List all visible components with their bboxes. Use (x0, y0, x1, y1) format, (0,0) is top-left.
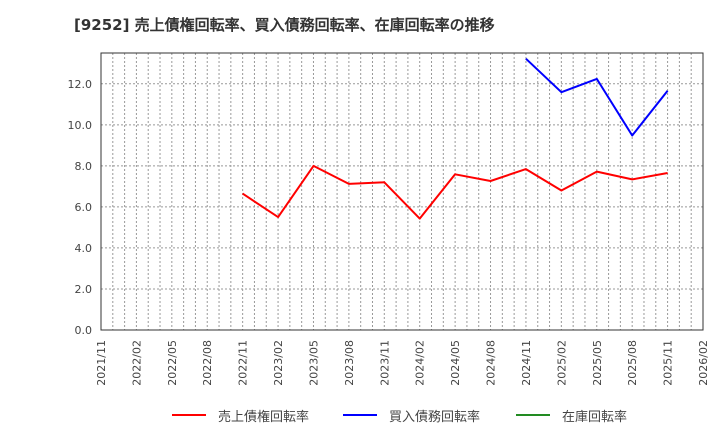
x-axis-ticks: 2021/11 2022/02 2022/05 2022/08 2022/11 2023/… (95, 340, 710, 386)
x-tick-label: 2024/11 (520, 340, 533, 386)
x-tick-label: 2022/02 (130, 340, 143, 386)
legend-item-receivables-turnover: 売上債権回転率 (172, 404, 309, 426)
x-tick-label: 2025/02 (555, 340, 568, 386)
y-axis-ticks: 0.0 2.0 4.0 6.0 8.0 10.0 12.0 (68, 78, 93, 337)
chart-title: [9252] 売上債権回転率、買入債務回転率、在庫回転率の推移 (74, 16, 495, 34)
x-tick-label: 2023/08 (343, 340, 356, 386)
y-tick-label: 2.0 (75, 283, 93, 296)
y-tick-label: 10.0 (68, 119, 93, 132)
legend-label: 在庫回転率 (562, 409, 628, 425)
y-tick-label: 6.0 (75, 201, 93, 214)
x-tick-label: 2024/05 (449, 340, 462, 386)
y-tick-label: 8.0 (75, 160, 93, 173)
legend-swatch-green (516, 414, 550, 416)
x-tick-label: 2023/05 (307, 340, 320, 386)
x-tick-label: 2022/11 (237, 340, 250, 386)
x-tick-label: 2023/02 (272, 340, 285, 386)
x-tick-label: 2025/05 (591, 340, 604, 386)
grid-lines (101, 53, 703, 330)
x-tick-label: 2022/05 (166, 340, 179, 386)
legend-swatch-red (172, 414, 206, 416)
x-tick-label: 2023/11 (378, 340, 391, 386)
y-tick-label: 12.0 (68, 78, 93, 91)
x-tick-label: 2022/08 (201, 340, 214, 386)
x-tick-label: 2024/02 (414, 340, 427, 386)
plot-frame (100, 52, 704, 331)
x-tick-label: 2021/11 (95, 340, 108, 386)
legend-item-inventory-turnover: 在庫回転率 (516, 404, 627, 426)
series-line (242, 164, 668, 220)
y-tick-label: 4.0 (75, 242, 93, 255)
legend-label: 売上債権回転率 (218, 409, 310, 425)
series-lines (242, 57, 669, 220)
x-tick-label: 2025/11 (662, 340, 675, 386)
legend-swatch-blue (343, 414, 377, 416)
x-tick-label: 2025/08 (626, 340, 639, 386)
legend: 売上債権回転率 買入債務回転率 在庫回転率 (0, 404, 720, 428)
legend-item-payables-turnover: 買入債務回転率 (343, 404, 480, 426)
y-tick-label: 0.0 (75, 324, 93, 337)
series-line (525, 57, 669, 137)
x-tick-label: 2026/02 (697, 340, 710, 386)
x-tick-label: 2024/08 (485, 340, 498, 386)
legend-label: 買入債務回転率 (389, 409, 481, 425)
